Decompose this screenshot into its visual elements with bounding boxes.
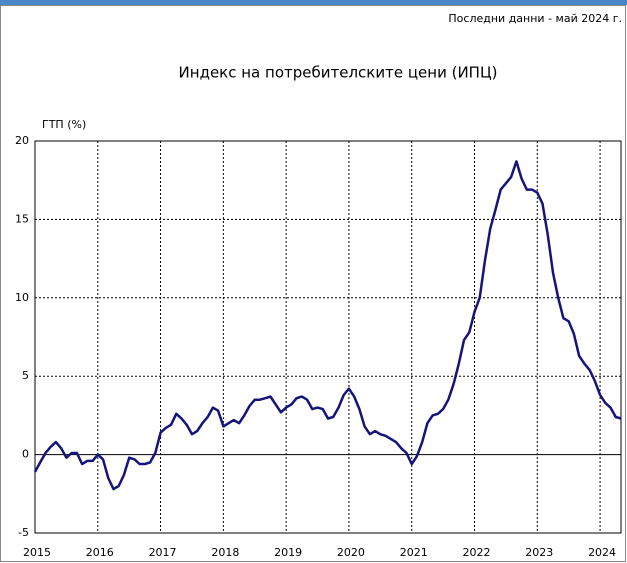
y-axis-label: ГТП (%) bbox=[42, 118, 86, 131]
x-tick-label: 2020 bbox=[337, 546, 365, 559]
y-tick-label: 20 bbox=[15, 134, 29, 147]
note: Последни данни - май 2024 г. bbox=[448, 12, 622, 25]
x-tick-label: 2017 bbox=[149, 546, 177, 559]
y-tick-label: -5 bbox=[18, 526, 29, 539]
x-tick-label: 2015 bbox=[23, 546, 51, 559]
chart-title: Индекс на потребителските цени (ИПЦ) bbox=[179, 64, 498, 82]
x-tick-label: 2018 bbox=[211, 546, 239, 559]
y-tick-label: 10 bbox=[15, 291, 29, 304]
x-tick-label: 2016 bbox=[86, 546, 114, 559]
x-tick-label: 2019 bbox=[274, 546, 302, 559]
x-tick-label: 2022 bbox=[463, 546, 491, 559]
data-line bbox=[33, 160, 622, 491]
x-tick-label: 2021 bbox=[400, 546, 428, 559]
frame bbox=[0, 5, 626, 562]
x-tick-label: 2024 bbox=[588, 546, 616, 559]
y-tick-label: 5 bbox=[22, 369, 29, 382]
x-tick-label: 2023 bbox=[525, 546, 553, 559]
top-strip bbox=[0, 0, 627, 5]
y-tick-label: 15 bbox=[15, 212, 29, 225]
y-tick-label: 0 bbox=[22, 448, 29, 461]
